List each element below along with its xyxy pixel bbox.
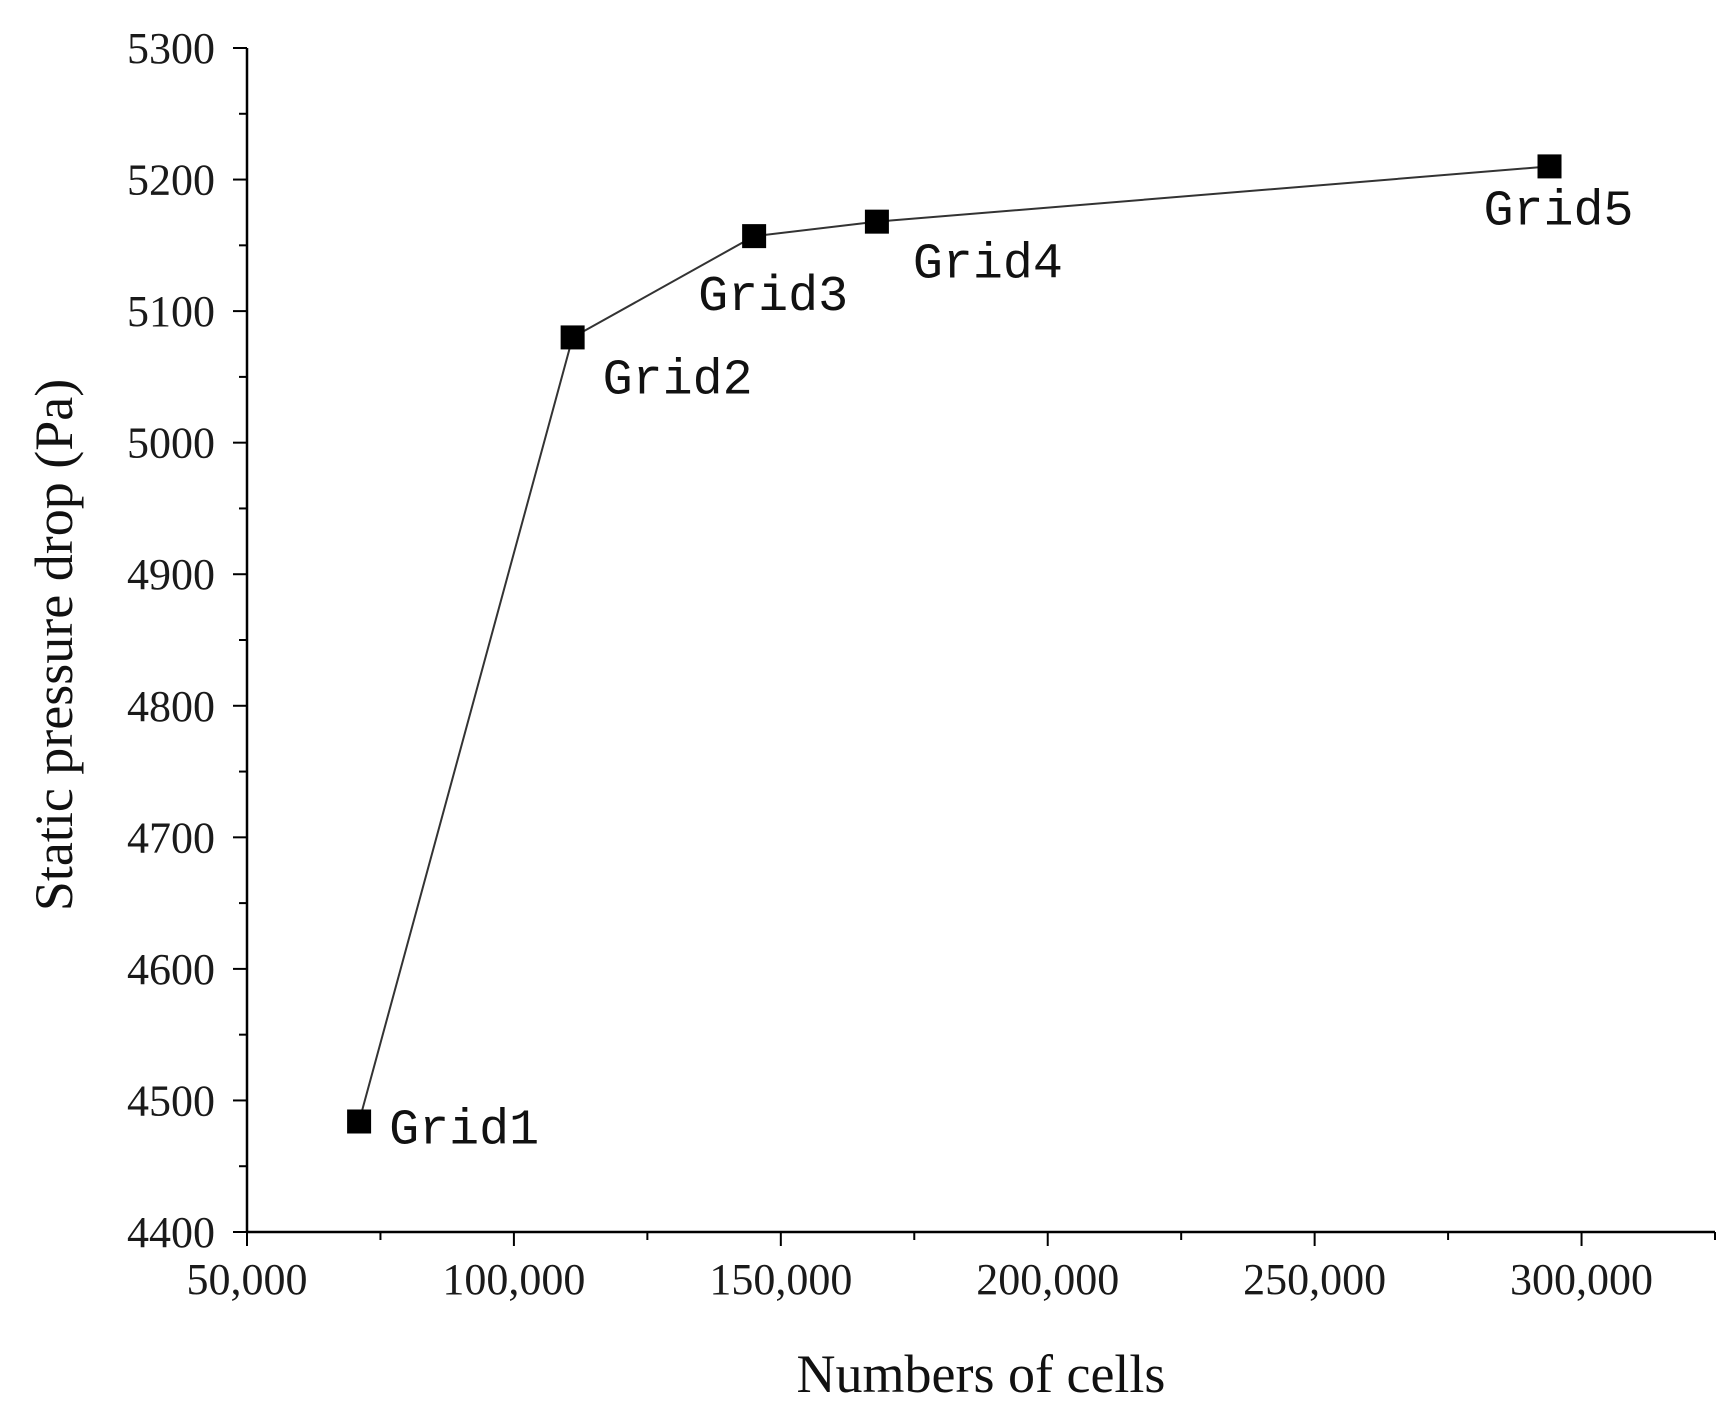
x-tick-label: 50,000 <box>187 1255 308 1304</box>
y-tick-label: 4700 <box>127 813 215 862</box>
point-label: Grid4 <box>913 237 1063 294</box>
y-tick-label: 4900 <box>127 550 215 599</box>
data-point <box>1537 154 1562 179</box>
data-point <box>347 1109 372 1134</box>
x-tick-label: 150,000 <box>709 1255 852 1304</box>
y-tick-label: 5100 <box>127 287 215 336</box>
y-ticks: 4400 4500 4600 4700 4800 4900 5000 5100 5200 5300 <box>127 24 247 1257</box>
data-point <box>864 209 889 234</box>
y-tick-label: 4600 <box>127 945 215 994</box>
y-tick-label: 4800 <box>127 682 215 731</box>
data-point <box>742 224 767 249</box>
y-tick-label: 4400 <box>127 1208 215 1257</box>
y-axis-title: Static pressure drop (Pa) <box>24 379 84 911</box>
x-tick-label: 100,000 <box>442 1255 585 1304</box>
x-axis-title: Numbers of cells <box>797 1344 1166 1404</box>
series: Grid1 Grid2 Grid3 Grid4 Grid5 <box>347 154 1634 1159</box>
y-tick-label: 5000 <box>127 419 215 468</box>
x-ticks: 50,000 100,000 150,000 200,000 250,000 300,00… <box>187 1232 1716 1304</box>
x-tick-label: 250,000 <box>1243 1255 1386 1304</box>
x-tick-label: 300,000 <box>1510 1255 1653 1304</box>
point-label: Grid5 <box>1484 183 1634 240</box>
y-tick-label: 4500 <box>127 1076 215 1125</box>
y-tick-label: 5200 <box>127 156 215 205</box>
point-label: Grid1 <box>389 1102 539 1159</box>
data-point <box>560 325 585 350</box>
x-tick-label: 200,000 <box>976 1255 1119 1304</box>
y-tick-label: 5300 <box>127 24 215 73</box>
series-line <box>358 165 1550 1122</box>
point-label: Grid2 <box>603 352 753 409</box>
point-label: Grid3 <box>698 269 848 326</box>
